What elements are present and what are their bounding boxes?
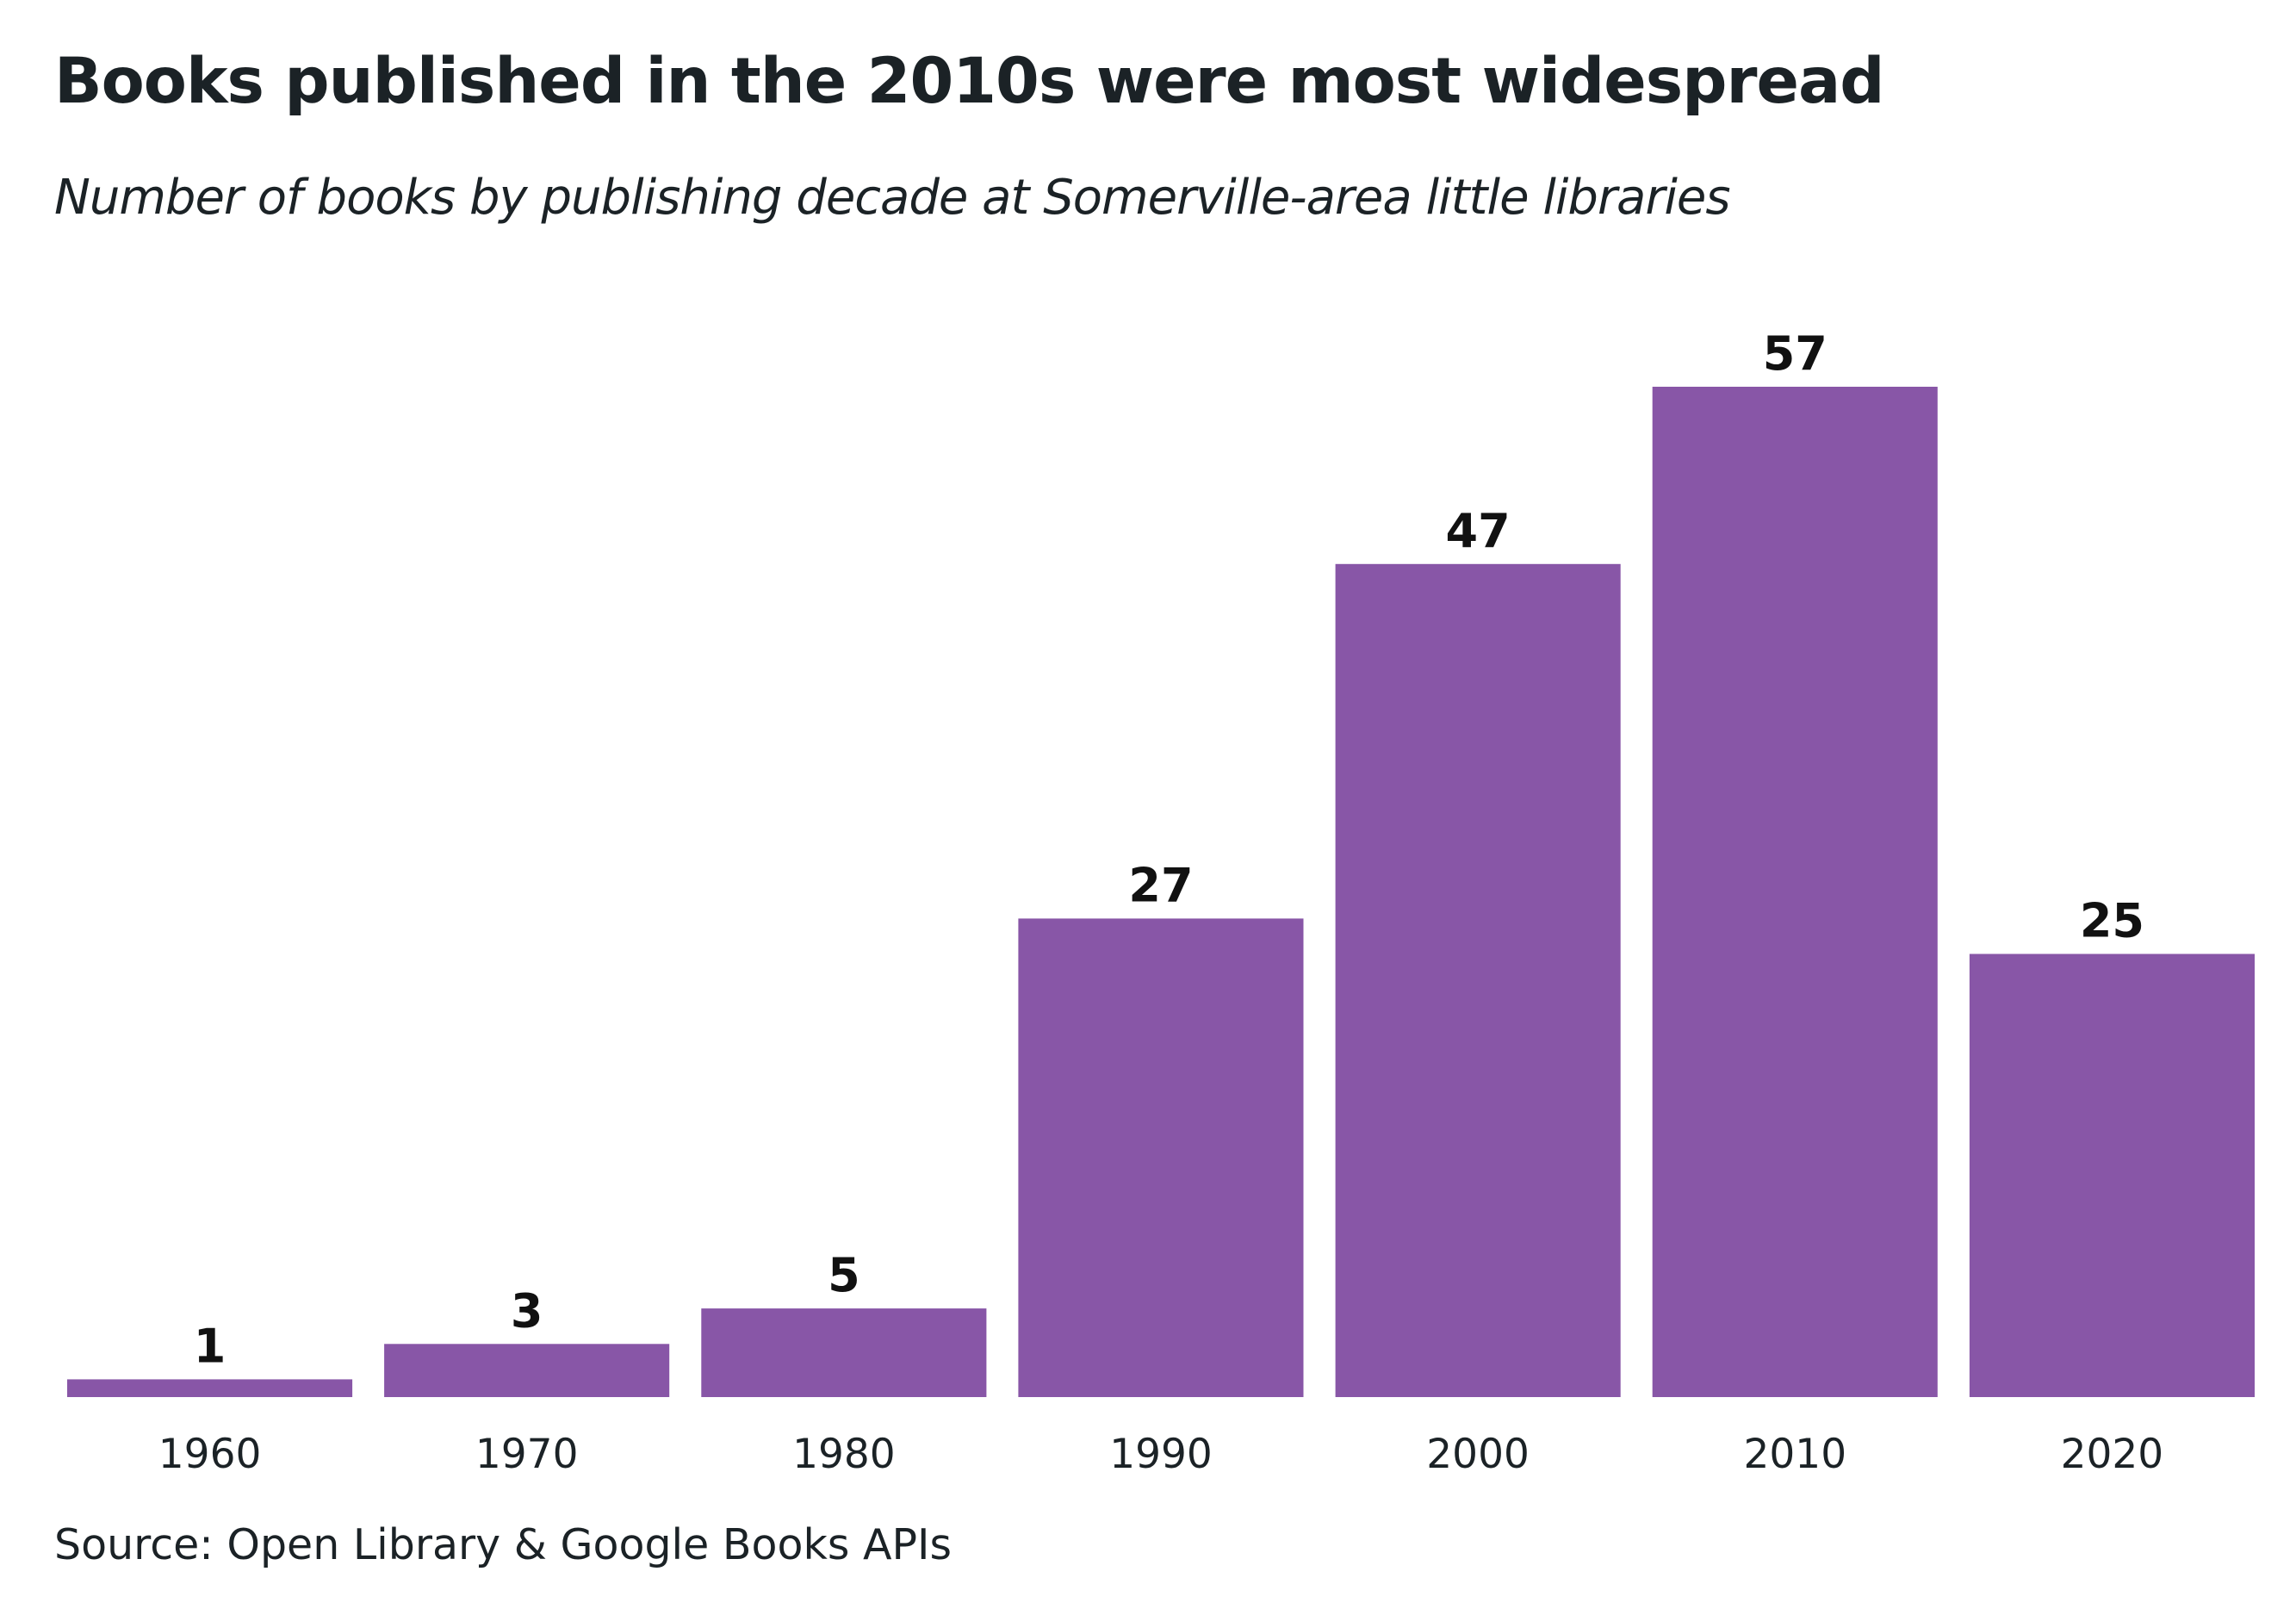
source-caption: Source: Open Library & Google Books APIs (54, 1520, 952, 1569)
value-label-2000: 47 (1446, 504, 1511, 558)
value-label-1960: 1 (194, 1319, 226, 1373)
bar-1970 (384, 1344, 670, 1397)
value-label-1970: 3 (511, 1283, 543, 1338)
x-tick-label-2010: 2010 (1743, 1431, 1846, 1478)
value-label-2010: 57 (1763, 326, 1827, 381)
chart-subtitle: Number of books by publishing decade at … (54, 170, 1731, 226)
x-tick-label-1960: 1960 (158, 1431, 262, 1478)
x-tick-label-2000: 2000 (1426, 1431, 1530, 1478)
chart-title: Books published in the 2010s were most w… (54, 45, 1885, 118)
bar-1960 (67, 1379, 353, 1397)
x-tick-label-1990: 1990 (1109, 1431, 1213, 1478)
bar-2020 (1969, 953, 2255, 1397)
x-tick-label-1970: 1970 (475, 1431, 579, 1478)
bar-2010 (1652, 387, 1938, 1397)
value-label-1980: 5 (828, 1248, 860, 1302)
value-label-2020: 25 (2080, 894, 2144, 948)
bar-2000 (1335, 563, 1621, 1397)
x-tick-label-2020: 2020 (2061, 1431, 2164, 1478)
value-label-1990: 27 (1128, 858, 1193, 912)
bar-1990 (1018, 918, 1304, 1397)
x-tick-label-1980: 1980 (792, 1431, 896, 1478)
bar-1980 (701, 1308, 987, 1397)
